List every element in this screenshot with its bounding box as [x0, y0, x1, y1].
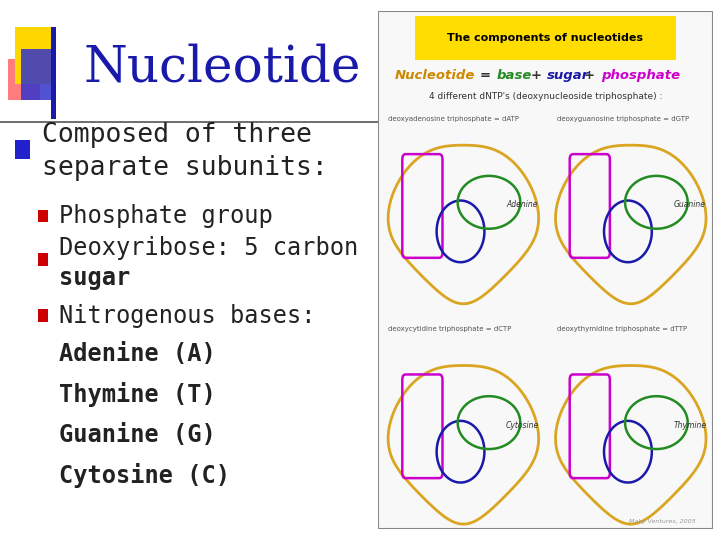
Bar	[38, 210, 48, 222]
Text: Nitrogenous bases:: Nitrogenous bases:	[58, 304, 315, 328]
Text: Maky Ventures, 2005: Maky Ventures, 2005	[629, 519, 696, 524]
Text: 4 different dNTP's (deoxynucleoside triphosphate) :: 4 different dNTP's (deoxynucleoside trip…	[428, 92, 662, 101]
Text: deoxycytidine triphosphate = dCTP: deoxycytidine triphosphate = dCTP	[388, 326, 511, 332]
Text: Composed of three
separate subunits:: Composed of three separate subunits:	[42, 122, 328, 181]
Text: Thymine: Thymine	[673, 421, 706, 430]
Text: Thymine (T): Thymine (T)	[58, 382, 215, 407]
Text: deoxyadenosine triphosphate = dATP: deoxyadenosine triphosphate = dATP	[388, 116, 519, 122]
Text: Guanine (G): Guanine (G)	[58, 423, 215, 447]
FancyBboxPatch shape	[15, 27, 53, 84]
Text: Phosphate group: Phosphate group	[58, 204, 272, 228]
Text: Adenine (A): Adenine (A)	[58, 342, 215, 366]
FancyBboxPatch shape	[415, 16, 676, 60]
Text: Deoxyribose: 5 carbon: Deoxyribose: 5 carbon	[58, 237, 358, 260]
Text: deoxythymidine triphosphate = dTTP: deoxythymidine triphosphate = dTTP	[557, 326, 688, 332]
FancyBboxPatch shape	[21, 49, 53, 100]
Text: phosphate: phosphate	[600, 69, 680, 82]
Bar	[38, 253, 48, 266]
FancyBboxPatch shape	[51, 27, 55, 119]
Text: Cytosine: Cytosine	[506, 421, 539, 430]
Text: Nucleotide: Nucleotide	[84, 43, 361, 92]
Text: =: =	[480, 69, 491, 82]
Text: The components of nucleotides: The components of nucleotides	[447, 33, 644, 43]
Text: +: +	[531, 69, 541, 82]
Text: Adenine: Adenine	[506, 200, 538, 210]
Text: Cytosine (C): Cytosine (C)	[58, 463, 230, 488]
Text: base: base	[497, 69, 532, 82]
Text: sugar: sugar	[58, 266, 130, 290]
FancyBboxPatch shape	[7, 59, 40, 100]
Bar	[38, 309, 48, 322]
Bar	[15, 140, 30, 159]
Text: Guanine: Guanine	[673, 200, 706, 210]
FancyBboxPatch shape	[378, 11, 713, 529]
Text: deoxyguanosine triphosphate = dGTP: deoxyguanosine triphosphate = dGTP	[557, 116, 689, 122]
Text: sugar: sugar	[547, 69, 590, 82]
Text: Nucleotide: Nucleotide	[395, 69, 475, 82]
Text: +: +	[584, 69, 595, 82]
